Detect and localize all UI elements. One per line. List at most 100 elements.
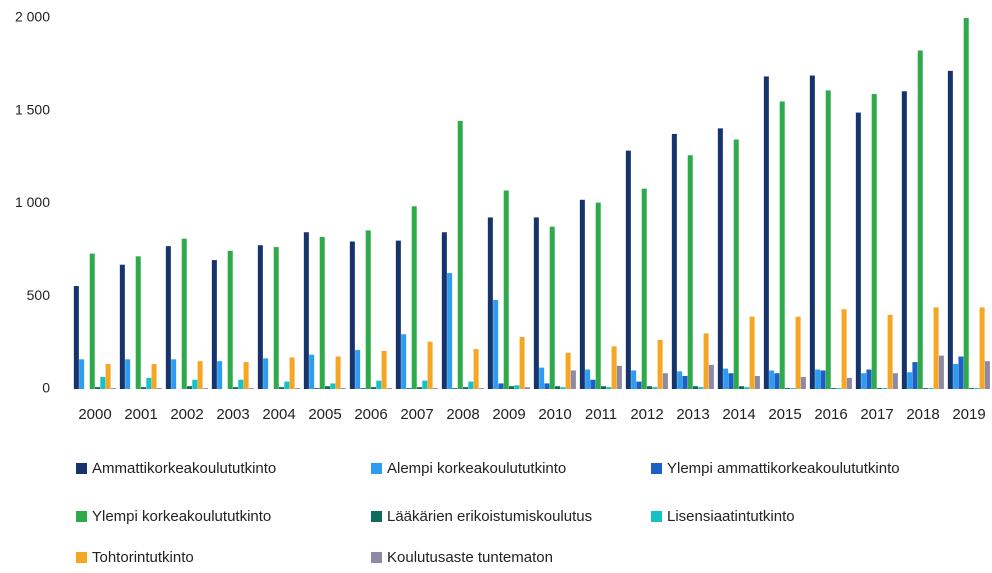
- bar: [570, 370, 576, 389]
- legend-swatch: [76, 463, 87, 474]
- legend-label: Koulutusaste tuntematon: [387, 549, 553, 566]
- bar: [841, 309, 847, 389]
- bar: [487, 217, 493, 389]
- bar: [693, 386, 699, 389]
- bar: [119, 264, 125, 389]
- bar: [652, 387, 658, 389]
- bar: [289, 357, 295, 389]
- bar: [595, 202, 601, 389]
- x-tick-label: 2002: [170, 406, 203, 423]
- bar: [457, 120, 463, 389]
- x-tick-label: 2018: [906, 406, 939, 423]
- bar: [938, 355, 944, 389]
- bar: [555, 386, 561, 389]
- bar: [340, 388, 346, 389]
- bar: [749, 316, 755, 389]
- y-tick-label: 500: [27, 287, 51, 303]
- bar: [211, 260, 217, 389]
- bar: [708, 364, 714, 389]
- bar: [631, 370, 637, 389]
- bar: [171, 359, 177, 389]
- bar: [958, 356, 964, 389]
- bar: [319, 236, 325, 389]
- bar: [156, 388, 162, 389]
- x-tick-label: 2000: [78, 406, 111, 423]
- bar: [279, 387, 285, 389]
- bar: [355, 350, 361, 389]
- bar: [360, 388, 366, 389]
- legend-swatch: [371, 511, 382, 522]
- bar: [846, 377, 852, 389]
- bar: [349, 241, 355, 389]
- bar: [519, 337, 525, 389]
- bar: [601, 386, 607, 389]
- bar: [192, 379, 198, 389]
- bar: [877, 388, 883, 389]
- bar: [371, 387, 377, 389]
- bar: [687, 155, 693, 389]
- bar: [887, 314, 893, 389]
- legend-label: Tohtorintutkinto: [92, 549, 194, 566]
- legend-label: Ylempi korkeakoulututkinto: [92, 508, 271, 525]
- bar: [923, 388, 929, 389]
- bar: [294, 388, 300, 389]
- x-tick-label: 2016: [814, 406, 847, 423]
- bar: [498, 383, 504, 389]
- bar: [524, 387, 530, 389]
- bar: [682, 376, 688, 389]
- bar: [733, 139, 739, 389]
- bar: [473, 349, 479, 389]
- bar: [861, 373, 867, 389]
- bar: [100, 376, 106, 389]
- bar: [907, 372, 913, 389]
- bar: [763, 76, 769, 390]
- bar: [79, 359, 85, 389]
- bar: [146, 377, 152, 389]
- bar: [616, 365, 622, 389]
- bar: [303, 232, 309, 389]
- bar: [233, 387, 239, 389]
- bar: [953, 363, 959, 389]
- bar: [641, 188, 647, 389]
- bar: [969, 388, 975, 389]
- bar: [165, 246, 171, 389]
- bar: [243, 362, 249, 389]
- bar: [585, 369, 591, 389]
- bar: [744, 387, 750, 389]
- legend-swatch: [371, 463, 382, 474]
- bar: [493, 299, 499, 389]
- bar: [662, 373, 668, 389]
- bar: [825, 90, 831, 389]
- bar: [89, 253, 95, 389]
- bar: [73, 286, 79, 389]
- bar: [539, 367, 545, 389]
- bar: [892, 373, 898, 389]
- bar: [257, 245, 263, 389]
- x-tick-label: 2010: [538, 406, 571, 423]
- bar: [549, 226, 555, 389]
- bar: [284, 381, 290, 389]
- x-tick-label: 2003: [216, 406, 249, 423]
- legend-swatch: [651, 463, 662, 474]
- bar: [657, 339, 663, 389]
- bar: [963, 18, 969, 389]
- x-tick-label: 2012: [630, 406, 663, 423]
- bar: [779, 101, 785, 389]
- bar: [376, 380, 382, 389]
- x-tick-label: 2006: [354, 406, 387, 423]
- x-tick-label: 2004: [262, 406, 295, 423]
- bar: [820, 370, 826, 389]
- bar: [411, 206, 417, 389]
- bar: [309, 354, 315, 389]
- bar: [912, 362, 918, 389]
- bar: [703, 333, 709, 389]
- x-tick-label: 2013: [676, 406, 709, 423]
- x-tick-label: 2015: [768, 406, 801, 423]
- legend-swatch: [76, 511, 87, 522]
- bar: [984, 361, 990, 389]
- bar: [928, 388, 934, 389]
- bar: [625, 150, 631, 389]
- bar: [452, 388, 458, 389]
- bar: [406, 388, 412, 389]
